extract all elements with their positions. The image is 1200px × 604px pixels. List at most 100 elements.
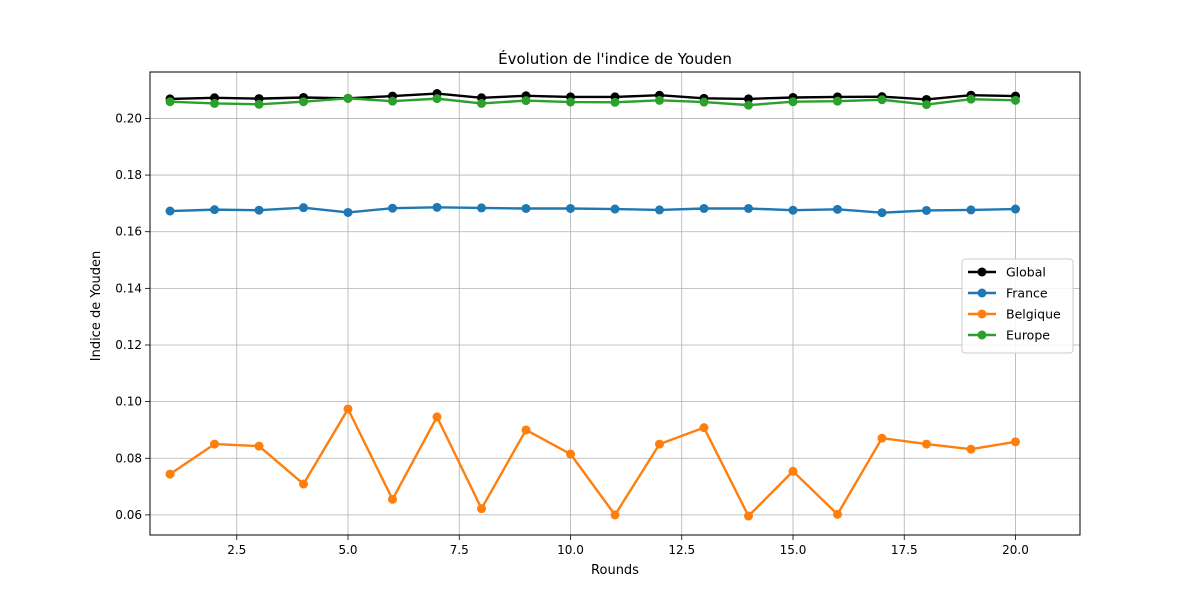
data-point-france bbox=[343, 207, 353, 217]
legend-item-france: France bbox=[968, 286, 1048, 301]
legend-swatch-marker bbox=[977, 330, 987, 340]
y-tick-label: 0.20 bbox=[115, 111, 142, 125]
data-point-france bbox=[610, 204, 620, 214]
series-line-europe bbox=[169, 97, 1016, 107]
data-point-belgique bbox=[743, 511, 753, 521]
legend-label: Europe bbox=[1006, 328, 1050, 343]
data-point-europe bbox=[743, 100, 753, 110]
y-tick-label: 0.10 bbox=[115, 395, 142, 409]
data-point-france bbox=[210, 205, 220, 215]
data-point-europe bbox=[432, 94, 442, 104]
data-point-france bbox=[966, 205, 976, 215]
series-belgique bbox=[165, 404, 1020, 521]
data-point-europe bbox=[254, 99, 264, 109]
data-point-belgique bbox=[877, 433, 887, 443]
data-point-france bbox=[921, 205, 931, 215]
x-tick-label: 7.5 bbox=[450, 543, 469, 557]
data-point-europe bbox=[343, 93, 353, 103]
y-axis: 0.06 0.08 0.10 0.12 0.14 0.16 0.18 0.20 bbox=[115, 111, 150, 522]
data-point-belgique bbox=[788, 466, 798, 476]
series-line-global bbox=[169, 92, 1016, 101]
data-point-belgique bbox=[521, 425, 531, 435]
x-tick-label: 2.5 bbox=[227, 543, 246, 557]
x-tick-label: 17.5 bbox=[891, 543, 918, 557]
data-point-belgique bbox=[921, 439, 931, 449]
y-axis-label: Indice de Youden bbox=[89, 251, 104, 362]
data-point-france bbox=[477, 203, 487, 213]
plot-frame bbox=[149, 71, 1081, 536]
x-tick-label: 12.5 bbox=[668, 543, 695, 557]
grid-lines bbox=[150, 72, 1080, 535]
data-point-france bbox=[432, 202, 442, 212]
data-point-belgique bbox=[566, 449, 576, 459]
y-tick-label: 0.06 bbox=[115, 508, 142, 522]
data-point-france bbox=[254, 205, 264, 215]
data-point-france bbox=[832, 204, 842, 214]
x-axis-label: Rounds bbox=[591, 563, 639, 578]
data-point-france bbox=[877, 208, 887, 218]
data-point-france bbox=[388, 203, 398, 213]
data-point-europe bbox=[699, 97, 709, 107]
data-point-europe bbox=[654, 95, 664, 105]
x-tick-label: 5.0 bbox=[338, 543, 357, 557]
data-point-belgique bbox=[299, 479, 309, 489]
data-point-europe bbox=[832, 96, 842, 106]
legend-item-global: Global bbox=[968, 265, 1046, 280]
data-point-belgique bbox=[343, 404, 353, 414]
data-point-europe bbox=[299, 97, 309, 107]
data-point-europe bbox=[477, 98, 487, 108]
data-point-europe bbox=[966, 94, 976, 104]
data-point-belgique bbox=[477, 504, 487, 514]
data-point-france bbox=[299, 203, 309, 213]
legend-item-belgique: Belgique bbox=[968, 307, 1061, 322]
data-point-france bbox=[788, 205, 798, 215]
legend-item-europe: Europe bbox=[968, 328, 1050, 343]
data-point-france bbox=[1010, 204, 1020, 214]
data-point-europe bbox=[165, 97, 175, 107]
data-point-europe bbox=[210, 98, 220, 108]
y-tick-label: 0.08 bbox=[115, 451, 142, 465]
data-point-france bbox=[566, 203, 576, 213]
data-point-belgique bbox=[432, 412, 442, 422]
data-point-belgique bbox=[699, 423, 709, 433]
series-europe bbox=[165, 93, 1020, 110]
data-point-europe bbox=[788, 97, 798, 107]
series-france bbox=[165, 202, 1020, 218]
data-point-france bbox=[743, 203, 753, 213]
data-point-belgique bbox=[654, 439, 664, 449]
series-line-belgique bbox=[169, 407, 1016, 518]
data-point-europe bbox=[1010, 95, 1020, 105]
legend-swatch-marker bbox=[977, 288, 987, 298]
legend-box bbox=[961, 258, 1074, 354]
data-point-belgique bbox=[388, 494, 398, 504]
data-point-europe bbox=[921, 100, 931, 110]
y-tick-label: 0.14 bbox=[115, 281, 142, 295]
data-point-europe bbox=[877, 95, 887, 105]
legend: Global France Belgique Europe bbox=[961, 258, 1074, 354]
series-line-france bbox=[169, 206, 1016, 214]
chart-title: Évolution de l'indice de Youden bbox=[498, 49, 732, 68]
legend-swatch-marker bbox=[977, 267, 987, 277]
data-point-belgique bbox=[1010, 437, 1020, 447]
data-point-europe bbox=[521, 96, 531, 106]
legend-label: Global bbox=[1006, 265, 1046, 280]
x-tick-label: 20.0 bbox=[1002, 543, 1029, 557]
x-tick-label: 15.0 bbox=[780, 543, 807, 557]
data-point-france bbox=[521, 203, 531, 213]
data-point-belgique bbox=[832, 509, 842, 519]
data-point-france bbox=[654, 205, 664, 215]
data-point-europe bbox=[566, 97, 576, 107]
series-layer bbox=[165, 89, 1020, 521]
y-tick-label: 0.18 bbox=[115, 168, 142, 182]
data-point-belgique bbox=[966, 444, 976, 454]
data-point-belgique bbox=[210, 439, 220, 449]
y-tick-label: 0.12 bbox=[115, 338, 142, 352]
data-point-france bbox=[165, 206, 175, 216]
data-point-europe bbox=[388, 96, 398, 106]
legend-label: France bbox=[1006, 286, 1048, 301]
x-tick-label: 10.0 bbox=[557, 543, 584, 557]
data-point-belgique bbox=[610, 510, 620, 520]
data-point-belgique bbox=[254, 441, 264, 451]
